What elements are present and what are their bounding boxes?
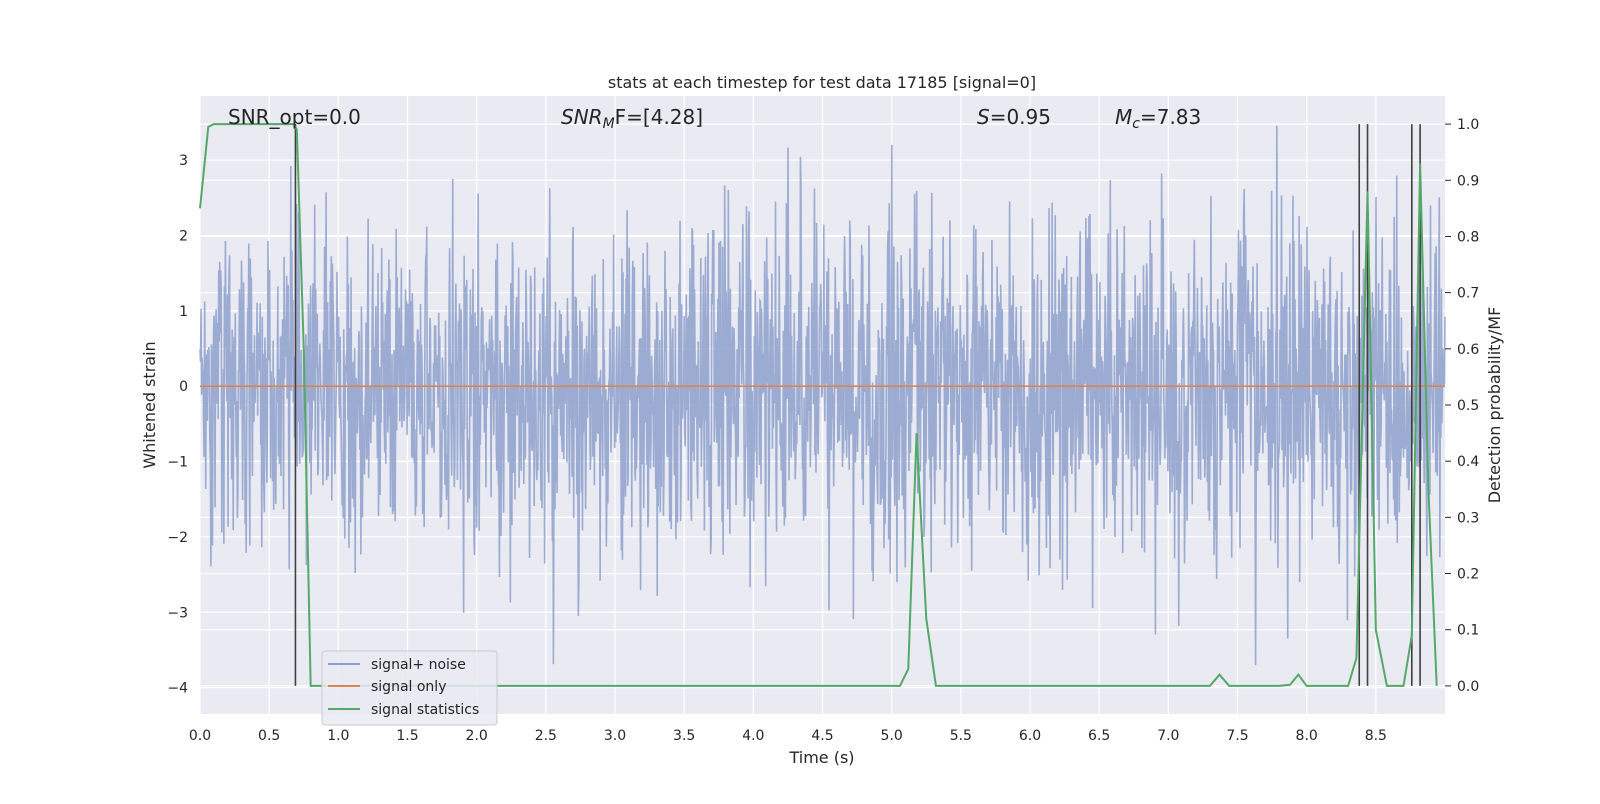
annotation-snr-mf: SNRMF=[4.28] [561,105,703,132]
annotation-mc: Mc=7.83 [1115,105,1201,132]
y-left-tick-label: −3 [167,605,188,621]
annotation-mc-sub: c [1132,116,1140,132]
y-right-tick-label: 0.2 [1457,567,1479,583]
x-tick-label: 8.0 [1296,728,1318,744]
y-right-tick-label: 0.0 [1457,679,1479,695]
line-signal-statistics [199,123,1438,687]
x-tick-label: 8.5 [1365,728,1387,744]
y-right-tick-label: 0.5 [1457,398,1479,414]
y-left-tick-label: 1 [179,304,188,320]
x-tick-label: 4.5 [811,728,833,744]
y-right-axis-label: Detection probability/MF [1485,307,1504,504]
x-tick-label: 5.0 [881,728,903,744]
x-tick-label: 6.0 [1019,728,1041,744]
y-right-tick-label: 0.6 [1457,342,1479,358]
legend-label-signal-statistics: signal statistics [371,702,479,718]
y-left-tick-label: −2 [167,530,188,546]
x-tick-label: 3.0 [604,728,626,744]
chart-title: stats at each timestep for test data 171… [608,73,1036,92]
x-tick-label: 4.0 [742,728,764,744]
y-left-axis-label: Whitened strain [140,341,159,468]
y-left-tick-label: −4 [167,681,188,697]
y-left-tick-label: 0 [179,379,188,395]
y-right-tick-label: 0.8 [1457,229,1479,245]
legend: signal+ noise signal only signal statist… [321,650,498,726]
x-tick-label: 7.5 [1226,728,1248,744]
line-signal-noise [199,125,1446,666]
legend-label-signal-noise: signal+ noise [371,657,466,673]
x-tick-label: 1.0 [327,728,349,744]
y-left-axis-ticks: 3 2 1 0 −1 −2 −3 −4 [167,153,188,697]
x-tick-label: 0.5 [258,728,280,744]
x-tick-label: 7.0 [1157,728,1179,744]
annotation-s: S=0.95 [977,105,1051,129]
annotation-mc-rest: =7.83 [1140,105,1201,129]
annotation-s-name: S [977,105,990,129]
y-left-tick-label: −1 [167,455,188,471]
series-signal-statistics [199,123,1438,687]
y-left-tick-label: 2 [179,228,188,244]
x-tick-label: 6.5 [1088,728,1110,744]
y-right-tick-label: 0.3 [1457,510,1479,526]
x-axis-ticks: 0.0 0.5 1.0 1.5 2.0 2.5 3.0 3.5 4.0 4.5 5.0 5.5 6.0 6… [189,728,1387,744]
legend-label-signal-only: signal only [371,679,446,695]
legend-box [321,650,498,726]
x-axis-label: Time (s) [788,748,854,767]
y-right-axis-ticks: 1.0 0.9 0.8 0.7 0.6 0.5 0.4 0.3 0.2 0.1 0.0 [1445,117,1479,695]
annotation-s-rest: =0.95 [990,105,1051,129]
x-tick-label: 3.5 [673,728,695,744]
y-right-tick-label: 0.1 [1457,623,1479,639]
annotation-mc-name: M [1115,105,1132,129]
annotation-snr-mf-rest: F=[4.28] [615,105,703,129]
y-left-tick-label: 3 [179,153,188,169]
y-right-tick-label: 0.9 [1457,173,1479,189]
annotation-snr-mf-name: SNR [561,105,603,129]
series-signal-noise [199,125,1446,666]
annotation-snr-mf-sub: M [603,116,615,132]
x-tick-label: 2.0 [466,728,488,744]
y-right-tick-label: 0.4 [1457,454,1479,470]
x-tick-label: 0.0 [189,728,211,744]
x-tick-label: 5.5 [950,728,972,744]
x-tick-label: 2.5 [535,728,557,744]
y-right-tick-label: 1.0 [1457,117,1479,133]
y-right-tick-label: 0.7 [1457,286,1479,302]
annotation-snr-opt: SNR_opt=0.0 [228,105,361,129]
x-tick-label: 1.5 [396,728,418,744]
